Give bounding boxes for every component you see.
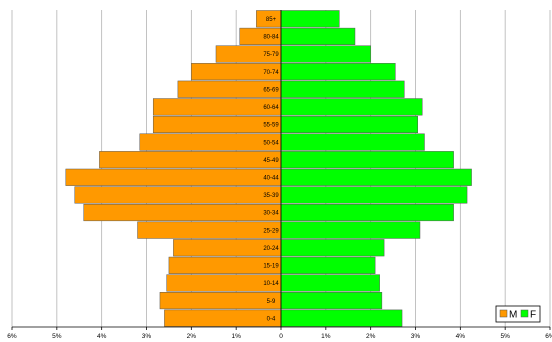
legend-swatch-f — [520, 309, 529, 318]
bar-f-30-34 — [280, 203, 454, 222]
x-tick-label: 4% — [97, 333, 107, 340]
age-group-label: 65-69 — [263, 87, 279, 93]
x-tick-label: 6% — [7, 333, 17, 340]
x-tick-label: 6% — [545, 333, 552, 340]
bar-f-5-9 — [280, 292, 383, 310]
bar-f-60-64 — [280, 98, 423, 116]
age-group-label: 0-4 — [267, 316, 276, 322]
bar-m-0-4 — [164, 309, 282, 327]
age-group-label: 55-59 — [263, 123, 279, 129]
age-group-label: 35-39 — [263, 193, 279, 199]
bar-f-10-14 — [280, 274, 380, 292]
x-tick-label: 5% — [52, 333, 62, 340]
bar-m-60-64 — [152, 98, 282, 116]
bar-f-85+ — [280, 10, 340, 28]
bar-f-75-79 — [280, 45, 371, 63]
legend-label-f: F — [530, 310, 536, 321]
x-tick-label: 2% — [187, 333, 197, 340]
bar-f-40-44 — [280, 168, 472, 186]
age-group-label: 75-79 — [263, 52, 279, 58]
age-group-label: 5-9 — [267, 299, 276, 305]
age-group-label: 25-29 — [263, 228, 279, 234]
bar-f-45-49 — [280, 151, 454, 169]
age-group-label: 20-24 — [263, 246, 279, 252]
age-group-label: 40-44 — [263, 176, 279, 182]
bar-f-25-29 — [280, 221, 421, 239]
age-group-label: 10-14 — [263, 281, 279, 287]
age-group-labels: 0-4 5-9 10-14 15-19 20-24 25-29 30-34 35-39 40-4… — [263, 17, 279, 322]
bar-series — [65, 10, 472, 327]
bar-f-55-59 — [280, 115, 418, 134]
x-tick-label: 2% — [366, 333, 376, 340]
bar-f-50-54 — [280, 133, 425, 151]
age-group-label: 70-74 — [263, 70, 279, 76]
age-group-label: 15-19 — [263, 264, 279, 270]
age-group-label: 85+ — [266, 17, 277, 23]
bar-m-5-9 — [159, 292, 282, 310]
legend-swatch-m — [499, 309, 508, 318]
vertical-gridlines — [11, 10, 551, 327]
bar-f-0-4 — [280, 309, 403, 327]
bar-f-65-69 — [280, 80, 405, 98]
age-group-label: 80-84 — [263, 35, 279, 41]
bar-f-70-74 — [280, 63, 396, 81]
x-tick-label: 4% — [456, 333, 466, 340]
bar-f-35-39 — [280, 186, 468, 204]
age-group-label: 60-64 — [263, 105, 279, 111]
bar-m-40-44 — [65, 168, 282, 186]
bar-m-25-29 — [137, 221, 282, 239]
x-tick-label: 1% — [231, 333, 241, 340]
x-tick-label: 3% — [142, 333, 152, 340]
x-tick-label: 3% — [411, 333, 421, 340]
x-axis: 6% 5% 4% 3% 2% 1% 0 1% 2% 3% 4% 5% 6% — [7, 10, 552, 340]
bar-m-50-54 — [139, 133, 282, 151]
x-tick-label: 1% — [321, 333, 331, 340]
bar-m-30-34 — [83, 203, 282, 222]
x-tick-label: 5% — [500, 333, 510, 340]
age-group-label: 30-34 — [263, 211, 279, 217]
age-group-label: 50-54 — [263, 140, 279, 146]
bar-f-15-19 — [280, 256, 376, 274]
bar-m-55-59 — [152, 115, 282, 134]
bar-f-80-84 — [280, 27, 356, 45]
bar-m-45-49 — [99, 151, 282, 169]
bar-f-20-24 — [280, 239, 385, 257]
age-group-label: 45-49 — [263, 158, 279, 164]
bar-m-35-39 — [74, 186, 282, 204]
x-tick-label: 0 — [279, 333, 283, 340]
legend-label-m: M — [509, 310, 517, 321]
